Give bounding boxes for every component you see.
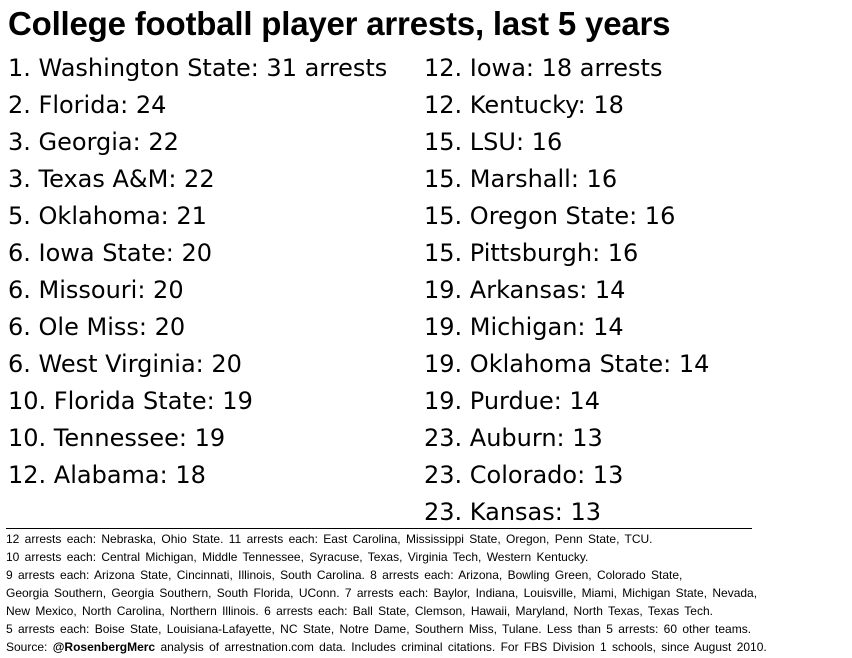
footnote-line: 10 arrests each: Central Michigan, Middl… [6, 550, 589, 564]
source-text: analysis of arrestnation.com data. Inclu… [155, 640, 767, 654]
divider [6, 528, 752, 529]
ranking-item: 6. West Virginia: 20 [8, 350, 242, 378]
footnote-line: 12 arrests each: Nebraska, Ohio State. 1… [6, 532, 653, 546]
page-title: College football player arrests, last 5 … [8, 5, 671, 42]
rankings-right-column: 12. Iowa: 18 arrests 12. Kentucky: 18 15… [424, 50, 709, 531]
ranking-item: 10. Florida State: 19 [8, 387, 253, 415]
ranking-item: 15. Marshall: 16 [424, 165, 618, 193]
ranking-item: 6. Missouri: 20 [8, 276, 184, 304]
ranking-item: 6. Iowa State: 20 [8, 239, 213, 267]
ranking-item: 23. Auburn: 13 [424, 424, 603, 452]
footnote-line: Georgia Southern, Georgia Southern, Sout… [6, 586, 758, 600]
ranking-item: 19. Michigan: 14 [424, 313, 624, 341]
source-prefix: Source: [6, 640, 53, 654]
ranking-item: 2. Florida: 24 [8, 91, 167, 119]
ranking-item: 15. Oregon State: 16 [424, 202, 676, 230]
footnotes: 12 arrests each: Nebraska, Ohio State. 1… [6, 530, 852, 656]
rankings-left-column: 1. Washington State: 31 arrests 2. Flori… [8, 50, 387, 494]
ranking-item: 10. Tennessee: 19 [8, 424, 226, 452]
ranking-item: 12. Alabama: 18 [8, 461, 206, 489]
ranking-item: 23. Colorado: 13 [424, 461, 624, 489]
footnote-line: New Mexico, North Carolina, Northern Ill… [6, 604, 713, 618]
ranking-item: 3. Texas A&M: 22 [8, 165, 215, 193]
source-handle: @RosenbergMerc [52, 640, 156, 654]
ranking-item: 12. Kentucky: 18 [424, 91, 624, 119]
ranking-item: 23. Kansas: 13 [424, 498, 601, 526]
ranking-item: 12. Iowa: 18 arrests [424, 54, 663, 82]
ranking-item: 19. Arkansas: 14 [424, 276, 626, 304]
ranking-item: 15. Pittsburgh: 16 [424, 239, 639, 267]
ranking-item: 15. LSU: 16 [424, 128, 563, 156]
ranking-item: 3. Georgia: 22 [8, 128, 179, 156]
ranking-item: 1. Washington State: 31 arrests [8, 54, 388, 82]
footnote-line: 9 arrests each: Arizona State, Cincinnat… [6, 568, 683, 582]
ranking-item: 6. Ole Miss: 20 [8, 313, 186, 341]
footnote-line: 5 arrests each: Boise State, Louisiana-L… [6, 622, 752, 636]
ranking-item: 19. Oklahoma State: 14 [424, 350, 710, 378]
ranking-item: 5. Oklahoma: 21 [8, 202, 207, 230]
ranking-item: 19. Purdue: 14 [424, 387, 600, 415]
source-line: Source: @RosenbergMerc analysis of arres… [6, 638, 852, 656]
